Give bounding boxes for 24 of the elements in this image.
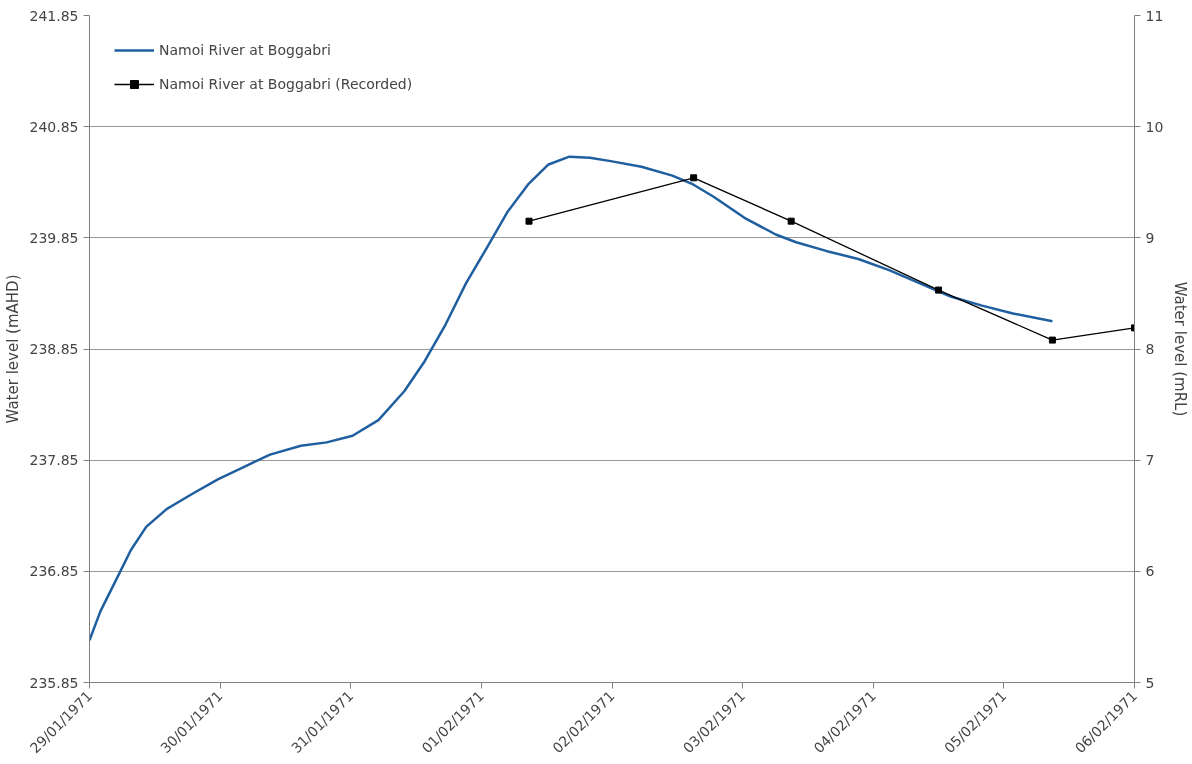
y2-tick-label: 8 [1145,341,1155,357]
y2-tick-label: 5 [1145,674,1155,691]
y-tick-label: 241.85 [29,7,79,24]
y2-tick-label: 10 [1145,118,1164,135]
y-tick-label: 236.85 [29,563,79,580]
y2-tick-label: 7 [1145,452,1155,469]
y2-axis-title: Water level (mRL) [1171,281,1190,417]
y2-tick-label: 9 [1145,229,1155,246]
point [690,174,698,182]
legend-label: Namoi River at Boggabri [159,42,331,58]
y-tick-label: 238.85 [29,341,79,357]
y2-tick-label: 11 [1145,7,1164,24]
y-tick-label: 237.85 [29,452,79,469]
point [935,286,943,294]
y2-tick-label: 6 [1145,563,1155,580]
point [525,217,533,225]
y-tick-label: 240.85 [29,118,79,135]
point [1048,336,1056,344]
y-tick-label: 239.85 [29,229,79,246]
point [787,217,795,225]
y-axis-title: Water level (mAHD) [3,274,22,424]
y-tick-label: 235.85 [29,674,79,691]
line-series [89,155,1054,642]
legend-label: Namoi River at Boggabri (Recorded) [159,76,413,92]
